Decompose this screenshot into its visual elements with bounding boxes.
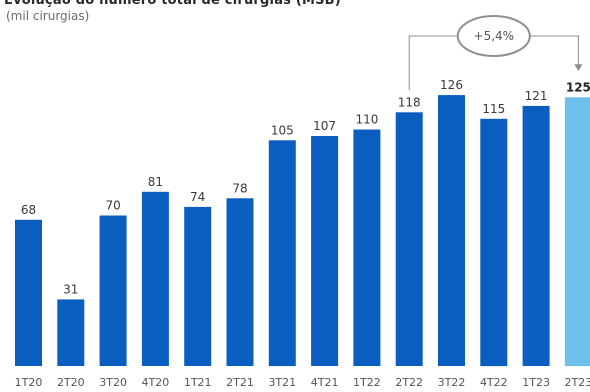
annotation-arrowhead (574, 64, 583, 72)
x-tick-2T23: 2T23 (565, 376, 590, 389)
value-label-1T20: 68 (21, 203, 36, 217)
value-label-1T23: 121 (525, 89, 548, 103)
x-tick-2T20: 2T20 (57, 376, 85, 389)
x-tick-1T22: 1T22 (353, 376, 381, 389)
bar-3T22 (438, 95, 465, 366)
x-tick-2T22: 2T22 (395, 376, 423, 389)
value-label-3T20: 70 (105, 199, 120, 213)
x-tick-2T21: 2T21 (226, 376, 254, 389)
bar-1T20 (15, 219, 42, 366)
x-tick-3T21: 3T21 (268, 376, 296, 389)
value-label-2T20: 31 (63, 282, 78, 296)
value-label-1T22: 110 (355, 113, 378, 127)
bar-2T22 (395, 112, 423, 366)
x-tick-1T20: 1T20 (15, 376, 43, 389)
x-tick-1T23: 1T23 (522, 376, 550, 389)
chart-title: Evolução do número total de cirurgias (M… (4, 0, 341, 8)
chart-subtitle: (mil cirurgias) (6, 9, 90, 23)
bar-2T21 (226, 198, 254, 366)
x-tick-4T20: 4T20 (142, 376, 170, 389)
value-label-4T21: 107 (313, 119, 336, 133)
value-label-4T22: 115 (482, 102, 505, 116)
bar-1T23 (522, 105, 550, 367)
annotation-ellipse (456, 15, 531, 57)
value-label-3T22: 126 (440, 78, 463, 92)
bar-4T22 (480, 118, 508, 367)
annotation-line-right (529, 35, 579, 66)
x-tick-4T22: 4T22 (480, 376, 508, 389)
bar-4T21 (311, 136, 339, 366)
annotation-line-left (408, 35, 458, 91)
value-label-2T21: 78 (232, 181, 247, 195)
value-label-1T21: 74 (190, 190, 205, 204)
bar-4T20 (141, 191, 169, 366)
value-label-2T23: 125 (566, 80, 590, 94)
value-label-3T21: 105 (271, 123, 294, 137)
value-label-4T20: 81 (148, 175, 163, 189)
x-tick-3T22: 3T22 (438, 376, 466, 389)
x-tick-1T21: 1T21 (184, 376, 212, 389)
bar-1T21 (184, 206, 212, 366)
bar-1T22 (353, 129, 381, 366)
value-label-2T22: 118 (398, 95, 421, 109)
x-tick-3T20: 3T20 (99, 376, 127, 389)
bar-2T23 (564, 97, 590, 367)
bar-3T20 (99, 215, 127, 366)
annotation-label: +5,4% (474, 29, 515, 43)
x-tick-4T21: 4T21 (311, 376, 339, 389)
bar-2T20 (57, 299, 85, 366)
bar-3T21 (268, 140, 296, 367)
